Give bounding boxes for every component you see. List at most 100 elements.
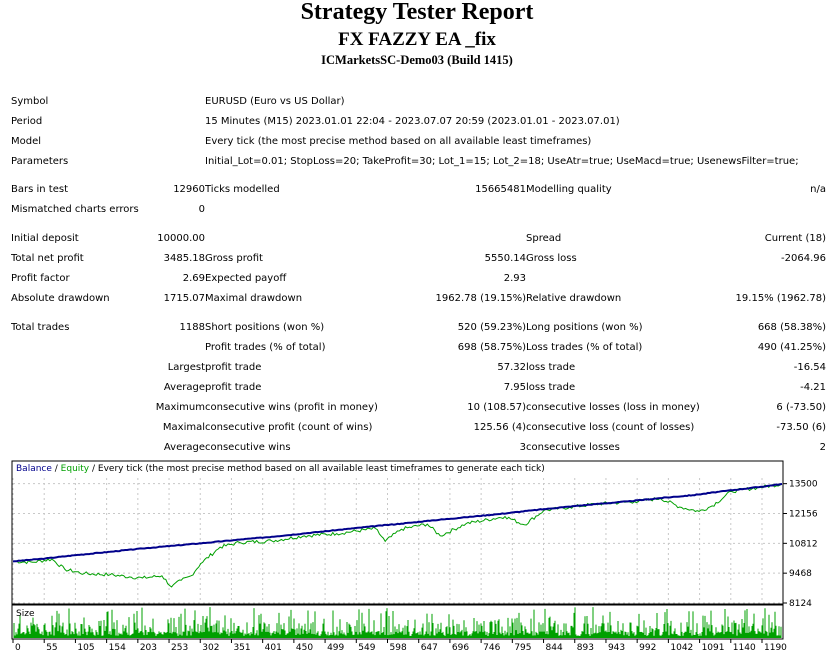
server-build: ICMarketsSC-Demo03 (Build 1415) bbox=[321, 53, 513, 67]
absolute-drawdown-value: 1715.07 bbox=[163, 292, 205, 304]
parameters-label: Parameters bbox=[11, 155, 69, 167]
x-tick-label: 1190 bbox=[764, 643, 787, 653]
report-title: Strategy Tester Report bbox=[300, 0, 534, 25]
x-tick-label: 1140 bbox=[733, 643, 756, 653]
x-tick-label: 450 bbox=[296, 643, 313, 653]
legend-sep-1: / bbox=[52, 464, 61, 474]
legend-balance: Balance bbox=[16, 464, 52, 474]
ticks-label: Ticks modelled bbox=[205, 183, 280, 195]
max-consec-losses-value: 6 (-73.50) bbox=[776, 401, 827, 413]
x-axis-ticks: 0 55 105 154 203 253 302 351 401 450 499 549 598 647 6… bbox=[12, 639, 787, 653]
symbol-label: Symbol bbox=[11, 95, 49, 107]
long-positions-label: Long positions (won %) bbox=[526, 321, 643, 333]
legend-equity: Equity bbox=[61, 464, 90, 474]
y-tick-label: 8124 bbox=[789, 599, 812, 609]
max-consec-profit-value: 125.56 (4) bbox=[473, 421, 526, 433]
total-trades-label: Total trades bbox=[11, 321, 70, 333]
y-tick-label: 12156 bbox=[789, 509, 818, 519]
x-tick-label: 598 bbox=[390, 643, 407, 653]
chart-legend: Balance / Equity / Every tick (the most … bbox=[16, 464, 545, 474]
avg-consec-wins-value: 3 bbox=[519, 441, 526, 453]
short-positions-label: Short positions (won %) bbox=[205, 321, 325, 333]
maximum-label: Maximum bbox=[155, 401, 205, 413]
maximal-label: Maximal bbox=[162, 421, 205, 433]
ticks-value: 15665481 bbox=[475, 183, 526, 195]
x-tick-label: 992 bbox=[639, 643, 656, 653]
profit-trades-label: Profit trades (% of total) bbox=[205, 341, 326, 353]
report-table: Symbol EURUSD (Euro vs US Dollar) Period 1… bbox=[11, 91, 826, 457]
gross-profit-label: Gross profit bbox=[205, 252, 263, 264]
bars-label: Bars in test bbox=[11, 183, 68, 195]
balance-chart: Balance / Equity / Every tick (the most … bbox=[0, 458, 834, 661]
chart-lines bbox=[12, 483, 783, 588]
x-tick-label: 253 bbox=[171, 643, 188, 653]
x-tick-label: 0 bbox=[15, 643, 21, 653]
gross-loss-label: Gross loss bbox=[526, 252, 577, 264]
max-consec-loss-value: -73.50 (6) bbox=[776, 421, 827, 433]
bars-value: 12960 bbox=[173, 183, 205, 195]
main-plot-frame bbox=[11, 460, 784, 605]
x-tick-label: 795 bbox=[514, 643, 531, 653]
gross-loss-value: -2064.96 bbox=[781, 252, 827, 264]
spread-value: Current (18) bbox=[764, 232, 827, 244]
maximal-drawdown-value: 1962.78 (19.15%) bbox=[435, 292, 526, 304]
x-tick-label: 203 bbox=[140, 643, 157, 653]
largest-loss-value: -16.54 bbox=[793, 361, 827, 373]
average-loss-value: -4.21 bbox=[800, 381, 827, 393]
max-consec-wins-value: 10 (108.57) bbox=[467, 401, 526, 413]
x-tick-label: 549 bbox=[358, 643, 375, 653]
size-label: Size bbox=[16, 609, 35, 619]
x-tick-label: 302 bbox=[202, 643, 219, 653]
deposit-value: 10000.00 bbox=[157, 232, 205, 244]
avg-consec-losses-label: consecutive losses bbox=[526, 441, 620, 453]
ea-name: FX FAZZY EA _fix bbox=[338, 29, 496, 50]
size-bars bbox=[13, 607, 782, 638]
relative-drawdown-label: Relative drawdown bbox=[526, 292, 622, 304]
x-tick-label: 351 bbox=[233, 643, 250, 653]
maximal-drawdown-label: Maximal drawdown bbox=[205, 292, 303, 304]
period-label: Period bbox=[11, 115, 43, 127]
mismatch-label: Mismatched charts errors bbox=[11, 203, 139, 215]
mismatch-value: 0 bbox=[198, 203, 205, 215]
legend-sep-2: / bbox=[89, 464, 98, 474]
balance-line bbox=[12, 483, 783, 563]
x-tick-label: 401 bbox=[265, 643, 282, 653]
expected-payoff-label: Expected payoff bbox=[205, 272, 287, 284]
max-consec-profit-label: consecutive profit (count of wins) bbox=[205, 421, 373, 433]
x-tick-label: 696 bbox=[452, 643, 469, 653]
x-tick-label: 154 bbox=[109, 643, 126, 653]
x-tick-label: 844 bbox=[546, 643, 563, 653]
gross-profit-value: 5550.14 bbox=[484, 252, 526, 264]
largest-profit-value: 57.32 bbox=[497, 361, 526, 373]
largest-profit-label: profit trade bbox=[205, 361, 262, 373]
chart-grid bbox=[12, 478, 782, 604]
chart-canvas: Balance / Equity / Every tick (the most … bbox=[11, 460, 818, 653]
quality-value: n/a bbox=[810, 183, 827, 195]
long-positions-value: 668 (58.38%) bbox=[757, 321, 827, 333]
net-profit-value: 3485.18 bbox=[163, 252, 205, 264]
model-label: Model bbox=[11, 135, 42, 147]
period-value: 15 Minutes (M15) 2023.01.01 22:04 - 2023… bbox=[205, 115, 620, 127]
average-loss-label: loss trade bbox=[526, 381, 576, 393]
y-tick-label: 9468 bbox=[789, 569, 812, 579]
x-tick-label: 893 bbox=[577, 643, 594, 653]
average-profit-value: 7.95 bbox=[503, 381, 526, 393]
quality-label: Modelling quality bbox=[526, 183, 612, 195]
y-axis-ticks: 13500 12156 10812 9468 8124 bbox=[783, 480, 818, 609]
max-consec-wins-label: consecutive wins (profit in money) bbox=[205, 401, 378, 413]
largest-loss-label: loss trade bbox=[526, 361, 576, 373]
average-consec-label: Average bbox=[163, 441, 205, 453]
expected-payoff-value: 2.93 bbox=[503, 272, 526, 284]
max-consec-loss-label: consecutive loss (count of losses) bbox=[526, 421, 695, 433]
x-tick-label: 746 bbox=[483, 643, 500, 653]
x-tick-label: 1042 bbox=[670, 643, 693, 653]
legend-description: Every tick (the most precise method base… bbox=[98, 464, 545, 474]
profit-factor-label: Profit factor bbox=[11, 272, 70, 284]
average-label: Average bbox=[163, 381, 205, 393]
y-tick-label: 13500 bbox=[789, 480, 818, 490]
avg-consec-wins-label: consecutive wins bbox=[205, 441, 291, 453]
max-consec-losses-label: consecutive losses (loss in money) bbox=[526, 401, 700, 413]
largest-label: Largest bbox=[167, 361, 205, 373]
average-profit-label: profit trade bbox=[205, 381, 262, 393]
x-tick-label: 943 bbox=[608, 643, 625, 653]
